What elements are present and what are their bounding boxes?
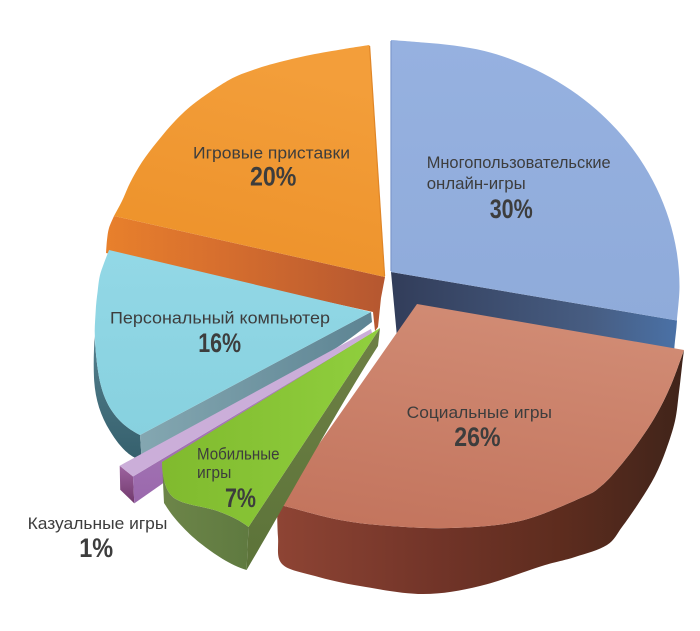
svg-text:7%: 7%	[225, 483, 256, 513]
svg-text:Социальные игры: Социальные игры	[407, 403, 552, 422]
svg-text:Игровые приставки: Игровые приставки	[193, 144, 350, 163]
svg-text:Персональный компьютер: Персональный компьютер	[110, 309, 330, 328]
svg-text:Мобильные: Мобильные	[197, 444, 280, 463]
svg-text:26%: 26%	[454, 422, 500, 452]
svg-text:игры: игры	[197, 463, 231, 482]
svg-text:Многопользовательские: Многопользовательские	[427, 153, 611, 172]
svg-text:Казуальные игры: Казуальные игры	[28, 514, 168, 533]
svg-text:30%: 30%	[490, 194, 533, 224]
svg-text:1%: 1%	[79, 533, 113, 563]
svg-text:онлайн-игры: онлайн-игры	[427, 174, 526, 193]
svg-text:16%: 16%	[198, 328, 241, 358]
svg-text:20%: 20%	[250, 161, 296, 191]
